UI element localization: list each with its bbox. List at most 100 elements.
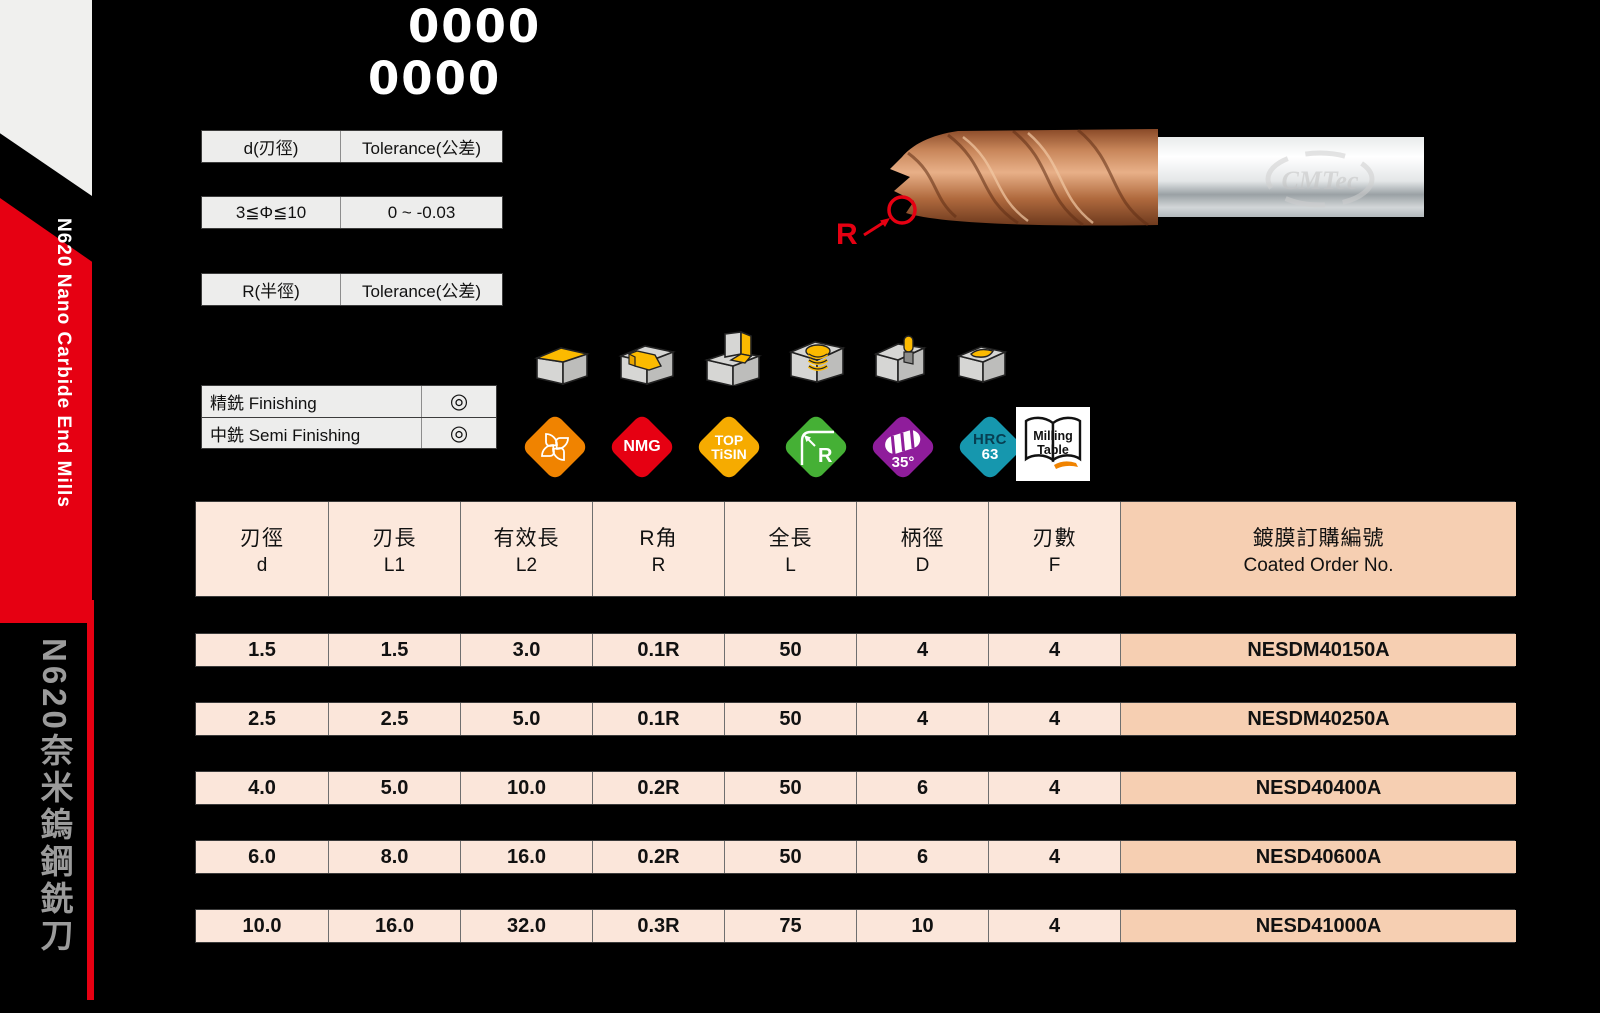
table-cell: 32.0 — [460, 910, 592, 942]
badge-line: Table — [1037, 443, 1069, 458]
table-cell: 10.0 — [196, 910, 328, 942]
shank — [1158, 137, 1424, 217]
header-cell: 刃數 F — [988, 502, 1120, 596]
table-cell: 0.1R — [592, 703, 724, 735]
table-cell: 50 — [724, 703, 856, 735]
tolerance-cell: Tolerance(公差) — [340, 131, 502, 162]
table-cell: 4.0 — [196, 772, 328, 804]
table-cell: 16.0 — [328, 910, 460, 942]
sidebar-series-title-en: N620 Nano Carbide End Mills — [53, 218, 74, 508]
table-cell: 50 — [724, 841, 856, 873]
header-cell: 柄徑 D — [856, 502, 988, 596]
table-row: 4.0 5.0 10.0 0.2R 50 6 4 NESD40400A — [195, 771, 1516, 805]
finishing-table: 精銑 Finishing ◎ 中銑 Semi Finishing ◎ — [201, 385, 497, 449]
table-cell: 0.3R — [592, 910, 724, 942]
hrc-label: HRC — [973, 430, 1007, 448]
table-cell: 0.2R — [592, 772, 724, 804]
radius-label: R — [836, 218, 858, 251]
milling-table-badge: Milling Table — [1016, 407, 1090, 481]
tolerance-cell: d(刃徑) — [243, 139, 299, 158]
watermark: CMTec — [1265, 150, 1375, 208]
four-flute-badge — [521, 413, 589, 481]
four-flute-icon — [541, 433, 569, 461]
finishing-mark: ◎ — [421, 418, 496, 448]
table-cell: 1.5 — [328, 634, 460, 666]
diameter-tolerance-row: 3≦Φ≦10 0 ~ -0.03 — [201, 196, 503, 229]
open-book-icon — [1024, 416, 1082, 469]
table-cell: 50 — [724, 634, 856, 666]
order-no-cell: NESDM40250A — [1120, 703, 1516, 735]
finishing-label: 中銑 Semi Finishing — [210, 425, 361, 445]
table-cell: 5.0 — [328, 772, 460, 804]
sidebar-red-band — [0, 198, 92, 623]
diameter-tolerance-header: d(刃徑) Tolerance(公差) — [201, 130, 503, 163]
table-cell: 4 — [988, 910, 1120, 942]
flutes — [890, 129, 1158, 226]
slot-milling-icon — [618, 345, 676, 386]
table-cell: 10.0 — [460, 772, 592, 804]
table-cell: 1.5 — [196, 634, 328, 666]
table-cell: 16.0 — [460, 841, 592, 873]
finishing-label: 精銑 Finishing — [210, 394, 317, 413]
sidebar-series-title-zh: N620奈米鎢鋼銑刀 — [36, 638, 73, 955]
table-cell: 4 — [988, 772, 1120, 804]
top-tisin-badge: TOP TiSIN — [695, 413, 763, 481]
table-cell: 4 — [856, 703, 988, 735]
table-cell: 10 — [856, 910, 988, 942]
header-cell: 有效長 L2 — [460, 502, 592, 596]
table-cell: 4 — [856, 634, 988, 666]
corner-radius-icon: R — [800, 430, 834, 467]
table-cell: 3.0 — [460, 634, 592, 666]
tolerance-cell: 0 ~ -0.03 — [340, 197, 502, 228]
hrc-value: 63 — [981, 446, 999, 463]
shoulder-milling-icon — [704, 330, 763, 386]
svg-text:35°: 35° — [892, 454, 915, 471]
order-no-cell: NESD41000A — [1120, 910, 1516, 942]
header-cell: 全長 L — [724, 502, 856, 596]
sidebar-top-chevron — [0, 0, 92, 196]
spec-table-header: 刃徑 d 刃長 L1 有效長 L2 R角 R 全長 L 柄徑 D 刃數 F 鍍膜訂購編號 Coa… — [195, 501, 1516, 597]
table-cell: 6 — [856, 772, 988, 804]
plunge-milling-icon — [873, 335, 927, 384]
badge-line: TiSIN — [711, 446, 747, 462]
table-cell: 0.2R — [592, 841, 724, 873]
table-cell: 4 — [988, 841, 1120, 873]
helical-milling-icon — [788, 341, 846, 384]
order-no-cell: NESD40600A — [1120, 841, 1516, 873]
face-milling-icon — [534, 347, 590, 386]
tolerance-cell: Tolerance(公差) — [340, 274, 502, 305]
table-cell: 4 — [988, 634, 1120, 666]
radius-callout-circle — [887, 195, 917, 225]
sidebar-red-strip — [87, 600, 94, 1000]
badge-line: TOP — [714, 431, 744, 448]
end-mill-photo: CMTec R — [836, 128, 1424, 251]
header-cell: R角 R — [592, 502, 724, 596]
page-title-line2: 0000 — [368, 52, 502, 105]
corner-radius-badge: R — [782, 413, 850, 481]
radius-tolerance-header: R(半徑) Tolerance(公差) — [201, 273, 503, 306]
table-cell: 0.1R — [592, 634, 724, 666]
table-cell: 50 — [724, 772, 856, 804]
table-row: 10.0 16.0 32.0 0.3R 75 10 4 NESD41000A — [195, 909, 1516, 943]
table-cell: 75 — [724, 910, 856, 942]
hrc-63-badge: HRC 63 — [956, 413, 1024, 481]
tolerance-cell: 3≦Φ≦10 — [235, 202, 307, 222]
table-cell: 5.0 — [460, 703, 592, 735]
table-row: 1.5 1.5 3.0 0.1R 50 4 4 NESDM40150A — [195, 633, 1516, 667]
helix-35-badge: 35° — [869, 413, 937, 481]
table-cell: 2.5 — [328, 703, 460, 735]
table-row: 6.0 8.0 16.0 0.2R 50 6 4 NESD40600A — [195, 840, 1516, 874]
helix-icon: 35° — [885, 429, 921, 471]
page-title-line1: 0000 — [408, 0, 542, 53]
pocket-milling-icon — [956, 346, 1008, 384]
table-row: 2.5 2.5 5.0 0.1R 50 4 4 NESDM40250A — [195, 702, 1516, 736]
nmg-badge: NMG — [608, 413, 676, 481]
table-cell: 6.0 — [196, 841, 328, 873]
header-cell: 刃徑 d — [196, 502, 328, 596]
svg-text:CMTec: CMTec — [1281, 166, 1358, 195]
svg-text:R: R — [818, 445, 833, 467]
badge-line: Milling — [1033, 429, 1073, 443]
order-no-cell: NESDM40150A — [1120, 634, 1516, 666]
finishing-row: 中銑 Semi Finishing ◎ — [202, 417, 496, 448]
